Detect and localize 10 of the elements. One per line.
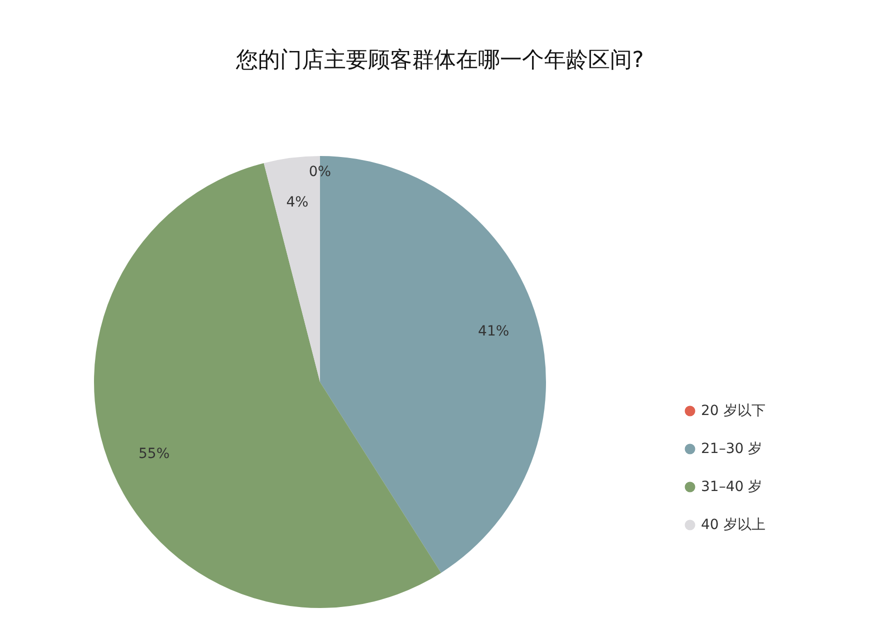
pie-slice xyxy=(94,163,442,608)
chart-title: 您的门店主要顾客群体在哪一个年龄区间? xyxy=(235,48,644,73)
data-label: 4% xyxy=(286,194,308,211)
legend-label: 40 岁以上 xyxy=(701,517,766,533)
text: 0% xyxy=(308,164,332,180)
data-label: 55% xyxy=(138,446,170,462)
legend-label: 31–40 岁 xyxy=(701,479,762,495)
legend-label: 20 岁以下 xyxy=(701,403,766,419)
data-label: 41% xyxy=(478,324,510,340)
legend-label: 21–30 岁 xyxy=(701,441,762,457)
